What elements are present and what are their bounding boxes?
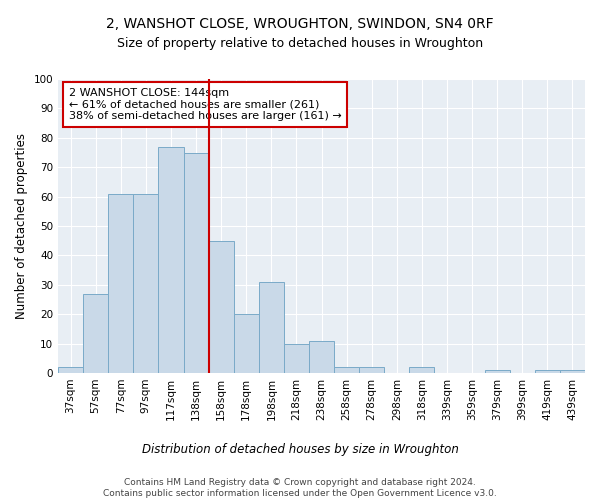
Text: Distribution of detached houses by size in Wroughton: Distribution of detached houses by size …: [142, 442, 458, 456]
Bar: [233, 314, 259, 373]
Bar: [209, 240, 233, 373]
Y-axis label: Number of detached properties: Number of detached properties: [15, 133, 28, 319]
Bar: [158, 146, 184, 373]
Bar: [259, 282, 284, 373]
Bar: [535, 370, 560, 373]
Bar: [309, 340, 334, 373]
Text: Size of property relative to detached houses in Wroughton: Size of property relative to detached ho…: [117, 38, 483, 51]
Bar: [485, 370, 510, 373]
Bar: [409, 367, 434, 373]
Text: 2 WANSHOT CLOSE: 144sqm
← 61% of detached houses are smaller (261)
38% of semi-d: 2 WANSHOT CLOSE: 144sqm ← 61% of detache…: [68, 88, 341, 121]
Bar: [58, 367, 83, 373]
Bar: [334, 367, 359, 373]
Bar: [133, 194, 158, 373]
Bar: [359, 367, 384, 373]
Bar: [83, 294, 108, 373]
Bar: [560, 370, 585, 373]
Bar: [284, 344, 309, 373]
Bar: [184, 152, 209, 373]
Text: Contains HM Land Registry data © Crown copyright and database right 2024.
Contai: Contains HM Land Registry data © Crown c…: [103, 478, 497, 498]
Bar: [108, 194, 133, 373]
Text: 2, WANSHOT CLOSE, WROUGHTON, SWINDON, SN4 0RF: 2, WANSHOT CLOSE, WROUGHTON, SWINDON, SN…: [106, 18, 494, 32]
